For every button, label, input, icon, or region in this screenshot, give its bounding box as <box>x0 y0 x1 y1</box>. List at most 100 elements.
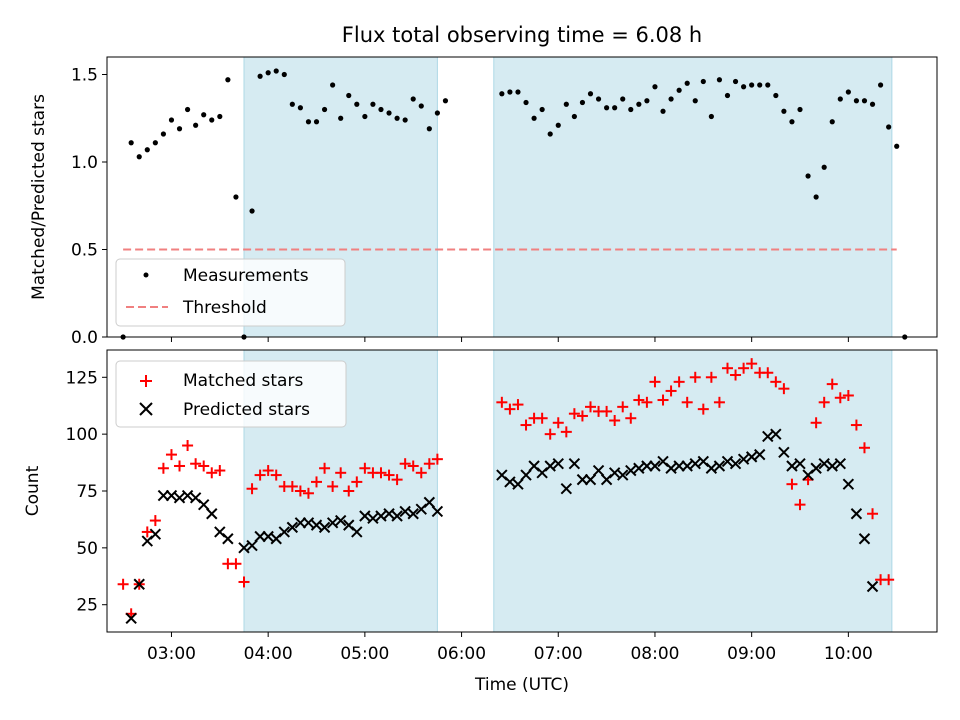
top-y-tick-label: 1.0 <box>71 153 98 173</box>
measurement-point <box>749 82 755 88</box>
bottom-y-tick-label: 100 <box>66 425 98 445</box>
measurement-point <box>757 82 763 88</box>
measurement-point <box>305 119 312 125</box>
matched-star-point <box>552 417 564 429</box>
measurement-point <box>652 84 658 90</box>
predicted-star-point <box>334 514 347 527</box>
matched-star-point <box>576 410 588 422</box>
legend-threshold-label: Threshold <box>182 298 267 318</box>
matched-star-point <box>294 485 306 497</box>
predicted-star-point <box>810 462 822 474</box>
matched-star-point <box>584 401 596 413</box>
x-axis-label: Time (UTC) <box>474 675 569 695</box>
matched-star-point <box>689 371 701 383</box>
predicted-star-point <box>762 430 774 443</box>
predicted-star-point <box>375 510 387 522</box>
measurement-point <box>765 82 771 88</box>
measurement-point <box>805 173 811 179</box>
measurement-point <box>829 119 835 125</box>
matched-star-point <box>399 458 411 470</box>
predicted-star-point <box>818 458 830 470</box>
matched-star-point <box>157 462 169 474</box>
predicted-star-point <box>866 580 879 593</box>
predicted-star-point <box>359 510 371 522</box>
bottom-y-ticks: 25 50 75 100 125 <box>66 368 107 616</box>
top-y-tick-label: 1.5 <box>71 66 98 86</box>
measurement-point <box>523 99 529 106</box>
matched-star-point <box>149 515 161 527</box>
measurement-point <box>773 92 779 99</box>
bottom-legend-box <box>115 360 347 428</box>
predicted-star-point <box>423 496 436 509</box>
measurement-point <box>555 122 561 128</box>
measurement-point <box>168 117 175 123</box>
matched-star-point <box>786 478 798 490</box>
measurement-point <box>660 108 666 114</box>
measurement-point <box>579 99 586 106</box>
x-tick-label: 09:00 <box>727 644 776 664</box>
measurement-point <box>563 101 569 107</box>
matched-star-point <box>730 369 742 381</box>
x-tick-label: 03:00 <box>147 644 196 664</box>
measurement-point <box>845 89 851 95</box>
matched-star-point <box>238 576 250 588</box>
top-y-tick-label: 0.0 <box>71 328 98 348</box>
predicted-star-point <box>850 508 863 520</box>
measurement-point <box>507 89 513 95</box>
x-tick-label: 04:00 <box>244 644 293 664</box>
predicted-star-point <box>262 530 274 543</box>
matched-star-point <box>633 394 645 406</box>
measurement-point <box>378 106 384 113</box>
matched-star-point <box>834 392 846 404</box>
predicted-star-point <box>592 464 605 477</box>
predicted-star-point <box>246 539 258 552</box>
legend-matched-marker <box>140 375 152 387</box>
legend-measurements-label: Measurements <box>183 266 309 286</box>
predicted-star-point <box>770 428 782 440</box>
matched-star-point <box>818 396 830 408</box>
matched-star-point <box>609 415 621 426</box>
measurement-point <box>346 92 352 99</box>
predicted-star-point <box>568 458 581 470</box>
predicted-star-point <box>391 510 403 522</box>
measurement-point <box>289 101 295 107</box>
top-legend: Measurements Threshold <box>115 258 346 327</box>
predicted-star-point <box>181 489 194 502</box>
top-y-axis-label: Matched/Predicted stars <box>29 94 49 300</box>
measurement-point <box>201 112 207 118</box>
x-tick-label: 06:00 <box>437 644 486 664</box>
measurement-point <box>716 77 723 83</box>
legend-predicted-label: Predicted stars <box>183 400 310 420</box>
bottom-y-tick-label: 25 <box>76 596 98 616</box>
top-x-ticks <box>170 337 849 342</box>
measurement-point <box>193 122 199 128</box>
measurement-point <box>426 126 432 132</box>
matched-star-point <box>713 396 725 408</box>
matched-star-point <box>746 358 758 370</box>
matched-star-point <box>697 403 709 415</box>
measurement-point <box>281 71 287 78</box>
chart-title: Flux total observing time = 6.08 h <box>342 23 702 47</box>
measurement-point <box>877 82 884 88</box>
measurement-point <box>297 105 303 111</box>
top-shaded-intervals <box>243 56 893 338</box>
measurement-point <box>152 140 158 146</box>
matched-star-point <box>391 474 403 486</box>
matched-star-point <box>778 383 790 395</box>
matched-star-point <box>206 467 218 479</box>
predicted-star-point <box>407 508 419 520</box>
predicted-star-point <box>560 483 573 495</box>
predicted-star-point <box>713 460 726 472</box>
bottom-y-axis-label: Count <box>23 465 43 516</box>
matched-star-point <box>198 460 210 472</box>
matched-star-point <box>520 419 532 431</box>
top-axes-frame <box>106 56 938 338</box>
measurement-point <box>217 113 223 120</box>
matched-star-point <box>165 449 177 461</box>
measurement-point <box>442 98 449 104</box>
bottom-y-tick-label: 75 <box>76 482 98 502</box>
matched-star-point <box>858 442 870 454</box>
measurement-point <box>184 106 191 113</box>
matched-star-point <box>359 462 371 474</box>
matched-star-point <box>375 467 387 479</box>
